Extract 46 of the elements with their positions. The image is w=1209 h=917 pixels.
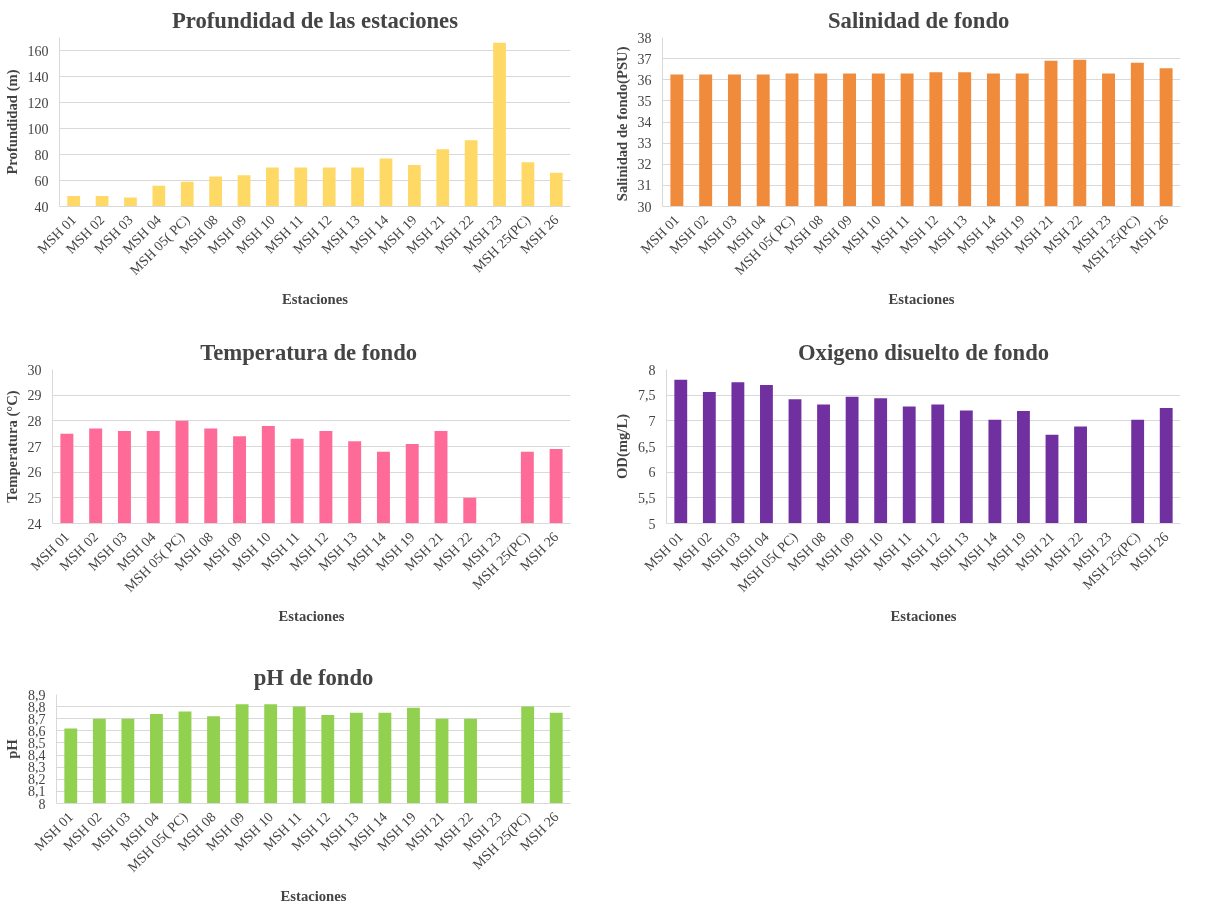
- y-tick-label: 7,5: [638, 388, 656, 404]
- x-axis-title: Estaciones: [890, 608, 957, 625]
- x-axis-title: Estaciones: [278, 608, 345, 625]
- chart-title: Temperatura de fondo: [200, 339, 418, 365]
- y-axis-title: OD(mg/L): [614, 413, 631, 480]
- chart-title: Oxigeno disuelto de fondo: [797, 339, 1050, 365]
- y-tick-label: 25: [27, 490, 42, 506]
- y-tick-label: 38: [637, 30, 652, 46]
- y-tick-label: 40: [34, 199, 49, 215]
- y-tick-label: 28: [27, 413, 42, 429]
- y-tick-label: 31: [637, 178, 652, 194]
- y-tick-label: 37: [637, 51, 652, 67]
- y-tick-label: 140: [27, 69, 49, 85]
- x-axis-title: Estaciones: [280, 888, 347, 905]
- y-tick-label: 35: [637, 93, 652, 109]
- y-tick-label: 120: [27, 95, 49, 111]
- chart-title: Salinidad de fondo: [828, 7, 1010, 33]
- y-tick-label: 30: [637, 199, 652, 215]
- chart-title: pH de fondo: [253, 664, 374, 690]
- y-tick-label: 7: [648, 413, 656, 429]
- y-axis-title: pH: [4, 738, 20, 759]
- y-tick-label: 26: [27, 465, 42, 481]
- y-tick-label: 36: [637, 72, 652, 88]
- chart-title: Profundidad de las estaciones: [172, 7, 459, 33]
- y-axis-title: Profundidad (m): [3, 69, 21, 175]
- y-tick-label: 24: [27, 516, 42, 532]
- y-tick-label: 32: [637, 157, 652, 173]
- y-axis-title: Temperatura (°C): [3, 390, 21, 503]
- y-tick-label: 60: [34, 173, 49, 189]
- y-tick-label: 160: [27, 43, 49, 59]
- y-tick-label: 30: [27, 362, 42, 378]
- y-tick-label: 8,9: [28, 687, 46, 703]
- y-tick-label: 33: [637, 136, 652, 152]
- y-axis-title: Salinidad de fondo(PSU): [613, 46, 631, 202]
- y-tick-label: 8: [648, 362, 656, 378]
- x-axis-title: Estaciones: [282, 291, 349, 308]
- y-tick-label: 5: [648, 516, 656, 532]
- y-tick-label: 100: [27, 121, 49, 137]
- x-axis-title: Estaciones: [888, 291, 955, 308]
- y-tick-label: 5,5: [638, 490, 656, 506]
- y-tick-label: 6: [648, 465, 656, 481]
- y-tick-label: 29: [27, 388, 42, 404]
- y-tick-label: 6,5: [638, 439, 656, 455]
- y-tick-label: 34: [637, 115, 652, 130]
- y-tick-label: 80: [34, 147, 49, 163]
- y-tick-label: 27: [27, 439, 42, 455]
